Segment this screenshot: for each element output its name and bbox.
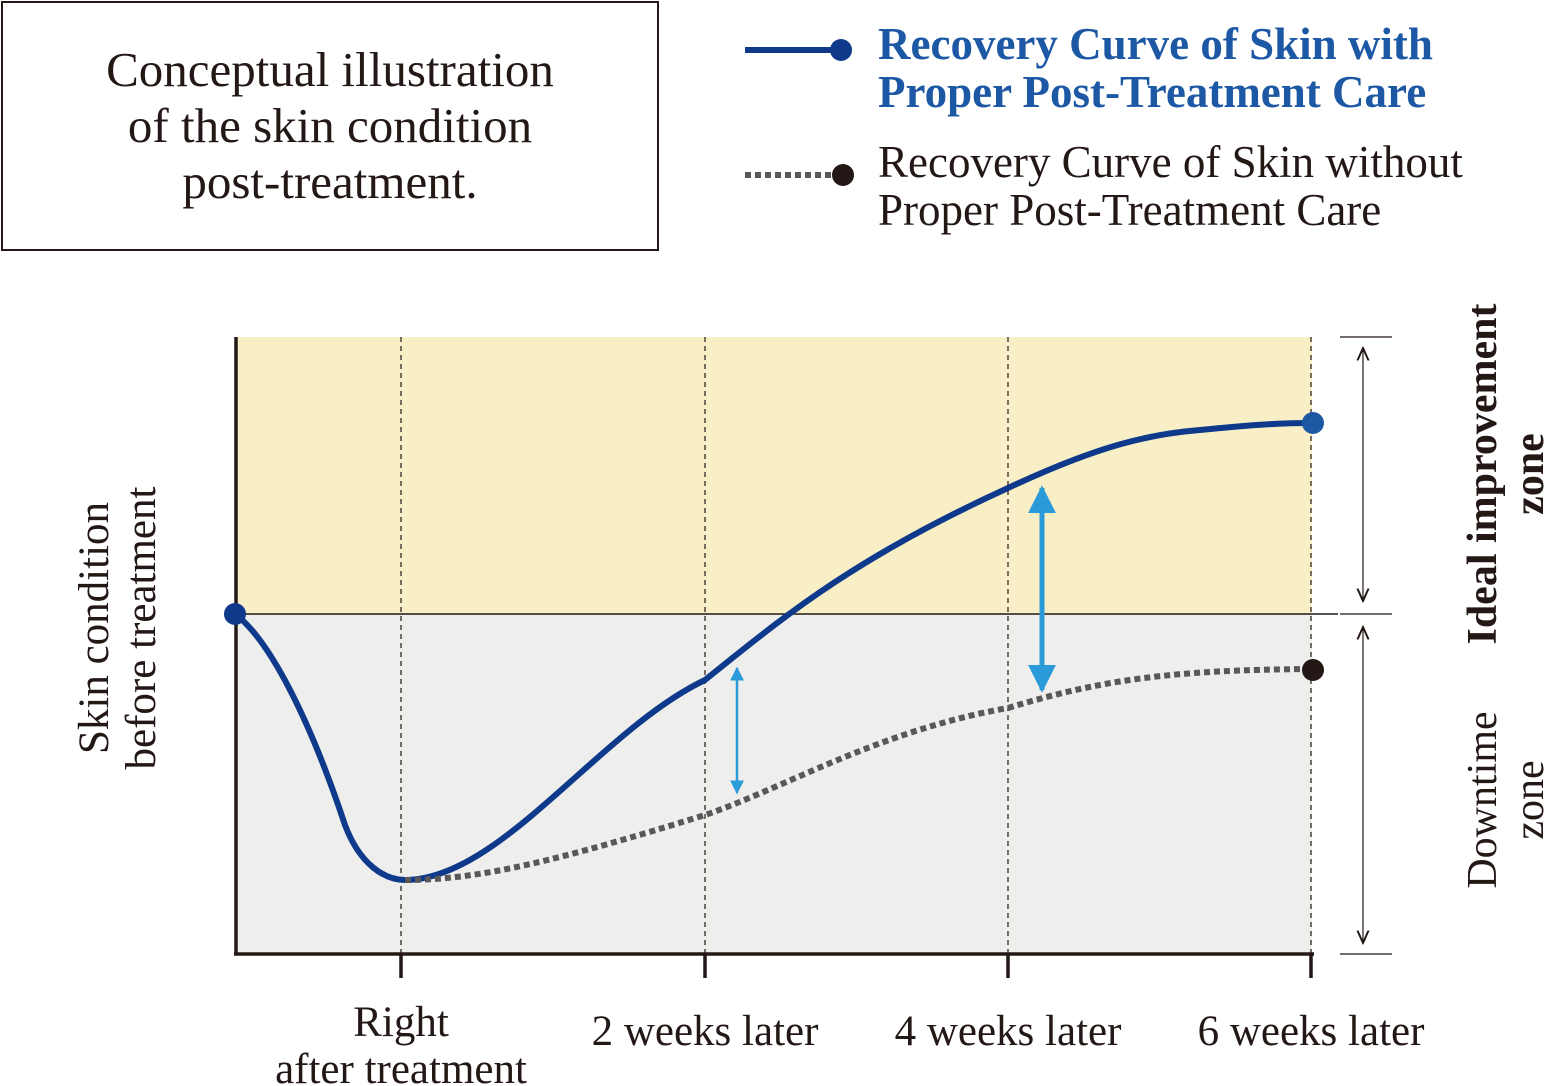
x-tick-label-right-after-line-1: Right xyxy=(353,999,449,1046)
legend-swatch-solid xyxy=(745,39,852,61)
title-box: Conceptual illustration of the skin cond… xyxy=(1,1,659,251)
series-line-proper-care xyxy=(232,420,1314,884)
zone-label-downtime-line-2: zone xyxy=(1507,760,1545,839)
legend-label-proper-care-line-2: Proper Post-Treatment Care xyxy=(878,67,1427,117)
series-end-point-without-care xyxy=(1302,659,1324,681)
x-tick-label-6-weeks: 6 weeks later xyxy=(1198,1008,1425,1055)
legend-label-without-care-line-2: Proper Post-Treatment Care xyxy=(878,185,1382,235)
series-line-without-care xyxy=(404,666,1312,883)
title-line-1: Conceptual illustration xyxy=(106,42,554,97)
series-start-point xyxy=(224,603,246,625)
y-reference-label-line-2: before treatment xyxy=(118,486,165,769)
zone-label-ideal-line-2: zone xyxy=(1507,433,1545,515)
legend-swatch-dotted xyxy=(745,164,854,186)
zone-label-ideal-line-1: Ideal improvement xyxy=(1460,303,1506,644)
series-end-point-proper-care xyxy=(1302,412,1324,434)
title-line-2: of the skin condition xyxy=(127,98,533,153)
x-tick-label-right-after-line-2: after treatment xyxy=(275,1046,527,1086)
legend-label-without-care: Recovery Curve of Skin without Proper Po… xyxy=(878,138,1463,234)
title-line-3: post-treatment. xyxy=(182,154,478,209)
legend-label-proper-care-line-1: Recovery Curve of Skin with xyxy=(878,19,1433,69)
x-tick-label-2-weeks: 2 weeks later xyxy=(592,1008,819,1055)
y-reference-label-line-1: Skin condition xyxy=(71,502,118,754)
zone-label-downtime-line-1: Downtime xyxy=(1460,711,1506,888)
legend-label-proper-care: Recovery Curve of Skin with Proper Post-… xyxy=(878,20,1433,116)
zone-brackets xyxy=(1340,336,1392,955)
downtime-zone-background xyxy=(236,614,1312,954)
legend-label-without-care-line-1: Recovery Curve of Skin without xyxy=(878,137,1463,187)
vertical-gridlines xyxy=(400,337,1312,954)
x-tick-label-4-weeks: 4 weeks later xyxy=(895,1008,1122,1055)
ideal-zone-background xyxy=(236,337,1312,614)
